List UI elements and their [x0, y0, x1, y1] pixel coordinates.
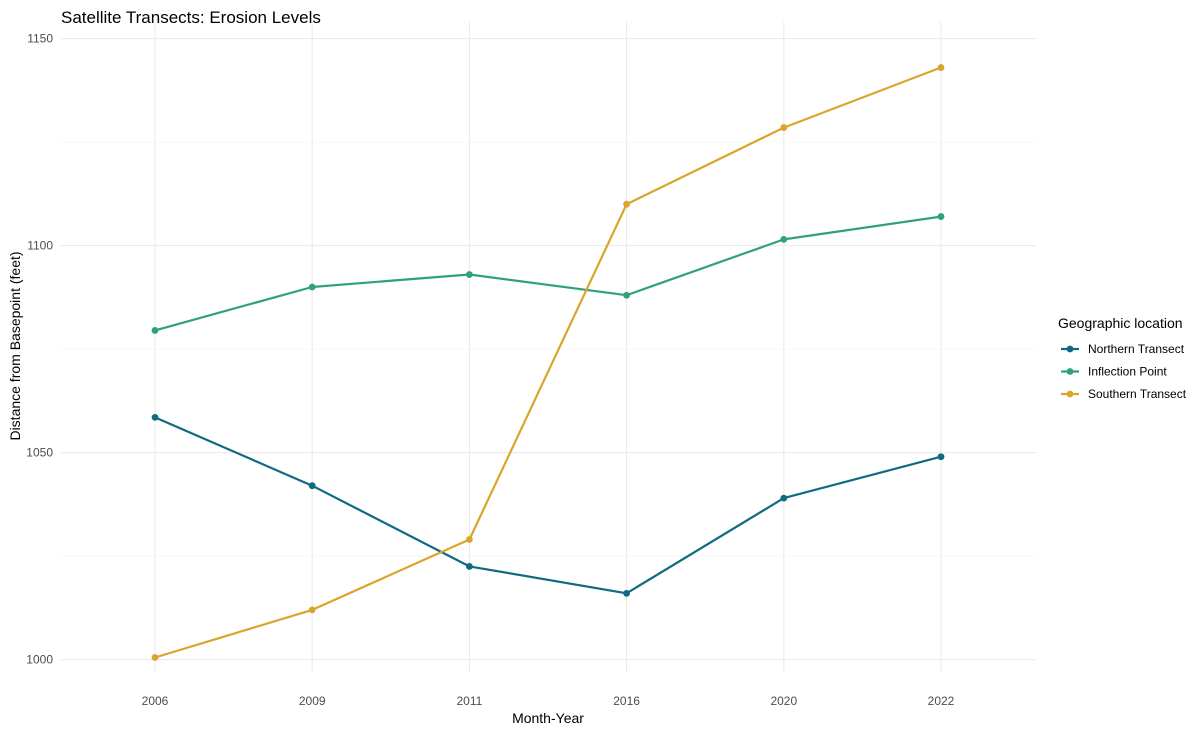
data-point — [780, 494, 788, 502]
data-point — [308, 283, 316, 291]
data-point — [151, 413, 159, 421]
y-tick-label: 1050 — [26, 446, 53, 460]
y-tick-label: 1150 — [27, 32, 53, 46]
series-southern-transect — [151, 64, 945, 661]
series-northern-transect — [151, 413, 945, 597]
y-tick-label: 1000 — [26, 653, 53, 667]
series-line — [154, 416, 942, 595]
grid — [61, 22, 1036, 672]
data-point — [623, 291, 630, 299]
legend-item: Northern Transect — [1061, 342, 1185, 356]
legend-title: Geographic location — [1058, 315, 1183, 331]
legend-item: Southern Transect — [1061, 387, 1187, 401]
legend-key-point — [1066, 345, 1074, 353]
data-point — [466, 563, 473, 570]
data-point — [780, 124, 788, 131]
x-tick-label: 2011 — [456, 694, 482, 708]
x-axis-title: Month-Year — [512, 710, 584, 726]
data-point — [466, 536, 473, 543]
series-inflection-point — [151, 213, 945, 334]
data-point — [308, 482, 316, 490]
data-point — [308, 606, 316, 614]
y-axis-title: Distance from Basepoint (feet) — [7, 251, 23, 440]
data-point — [937, 213, 945, 220]
y-axis-ticks: 1000 1050 1100 1150 — [26, 32, 53, 667]
data-point — [937, 64, 945, 71]
series-line — [154, 215, 942, 332]
legend-key-point — [1066, 390, 1074, 398]
data-point — [151, 327, 159, 334]
legend-label: Southern Transect — [1088, 387, 1187, 401]
x-tick-label: 2022 — [928, 694, 955, 708]
legend-item: Inflection Point — [1061, 365, 1167, 379]
legend-key-point — [1066, 368, 1074, 375]
legend-label: Northern Transect — [1088, 342, 1185, 356]
data-point — [466, 271, 473, 278]
data-point — [151, 654, 159, 661]
x-axis-ticks: 2006 2009 2011 2016 2020 2022 — [142, 694, 955, 708]
chart-title: Satellite Transects: Erosion Levels — [61, 8, 321, 27]
x-tick-label: 2020 — [770, 694, 797, 708]
data-point — [623, 200, 630, 208]
y-tick-label: 1100 — [27, 239, 53, 253]
legend: Geographic location Northern Transect Inf… — [1058, 315, 1187, 401]
x-tick-label: 2009 — [299, 694, 326, 708]
series-line — [154, 66, 942, 659]
series-layer — [151, 64, 945, 661]
legend-label: Inflection Point — [1088, 365, 1167, 379]
data-point — [937, 453, 945, 461]
data-point — [623, 589, 630, 597]
x-tick-label: 2006 — [142, 694, 169, 708]
x-tick-label: 2016 — [613, 694, 640, 708]
data-point — [780, 235, 788, 243]
